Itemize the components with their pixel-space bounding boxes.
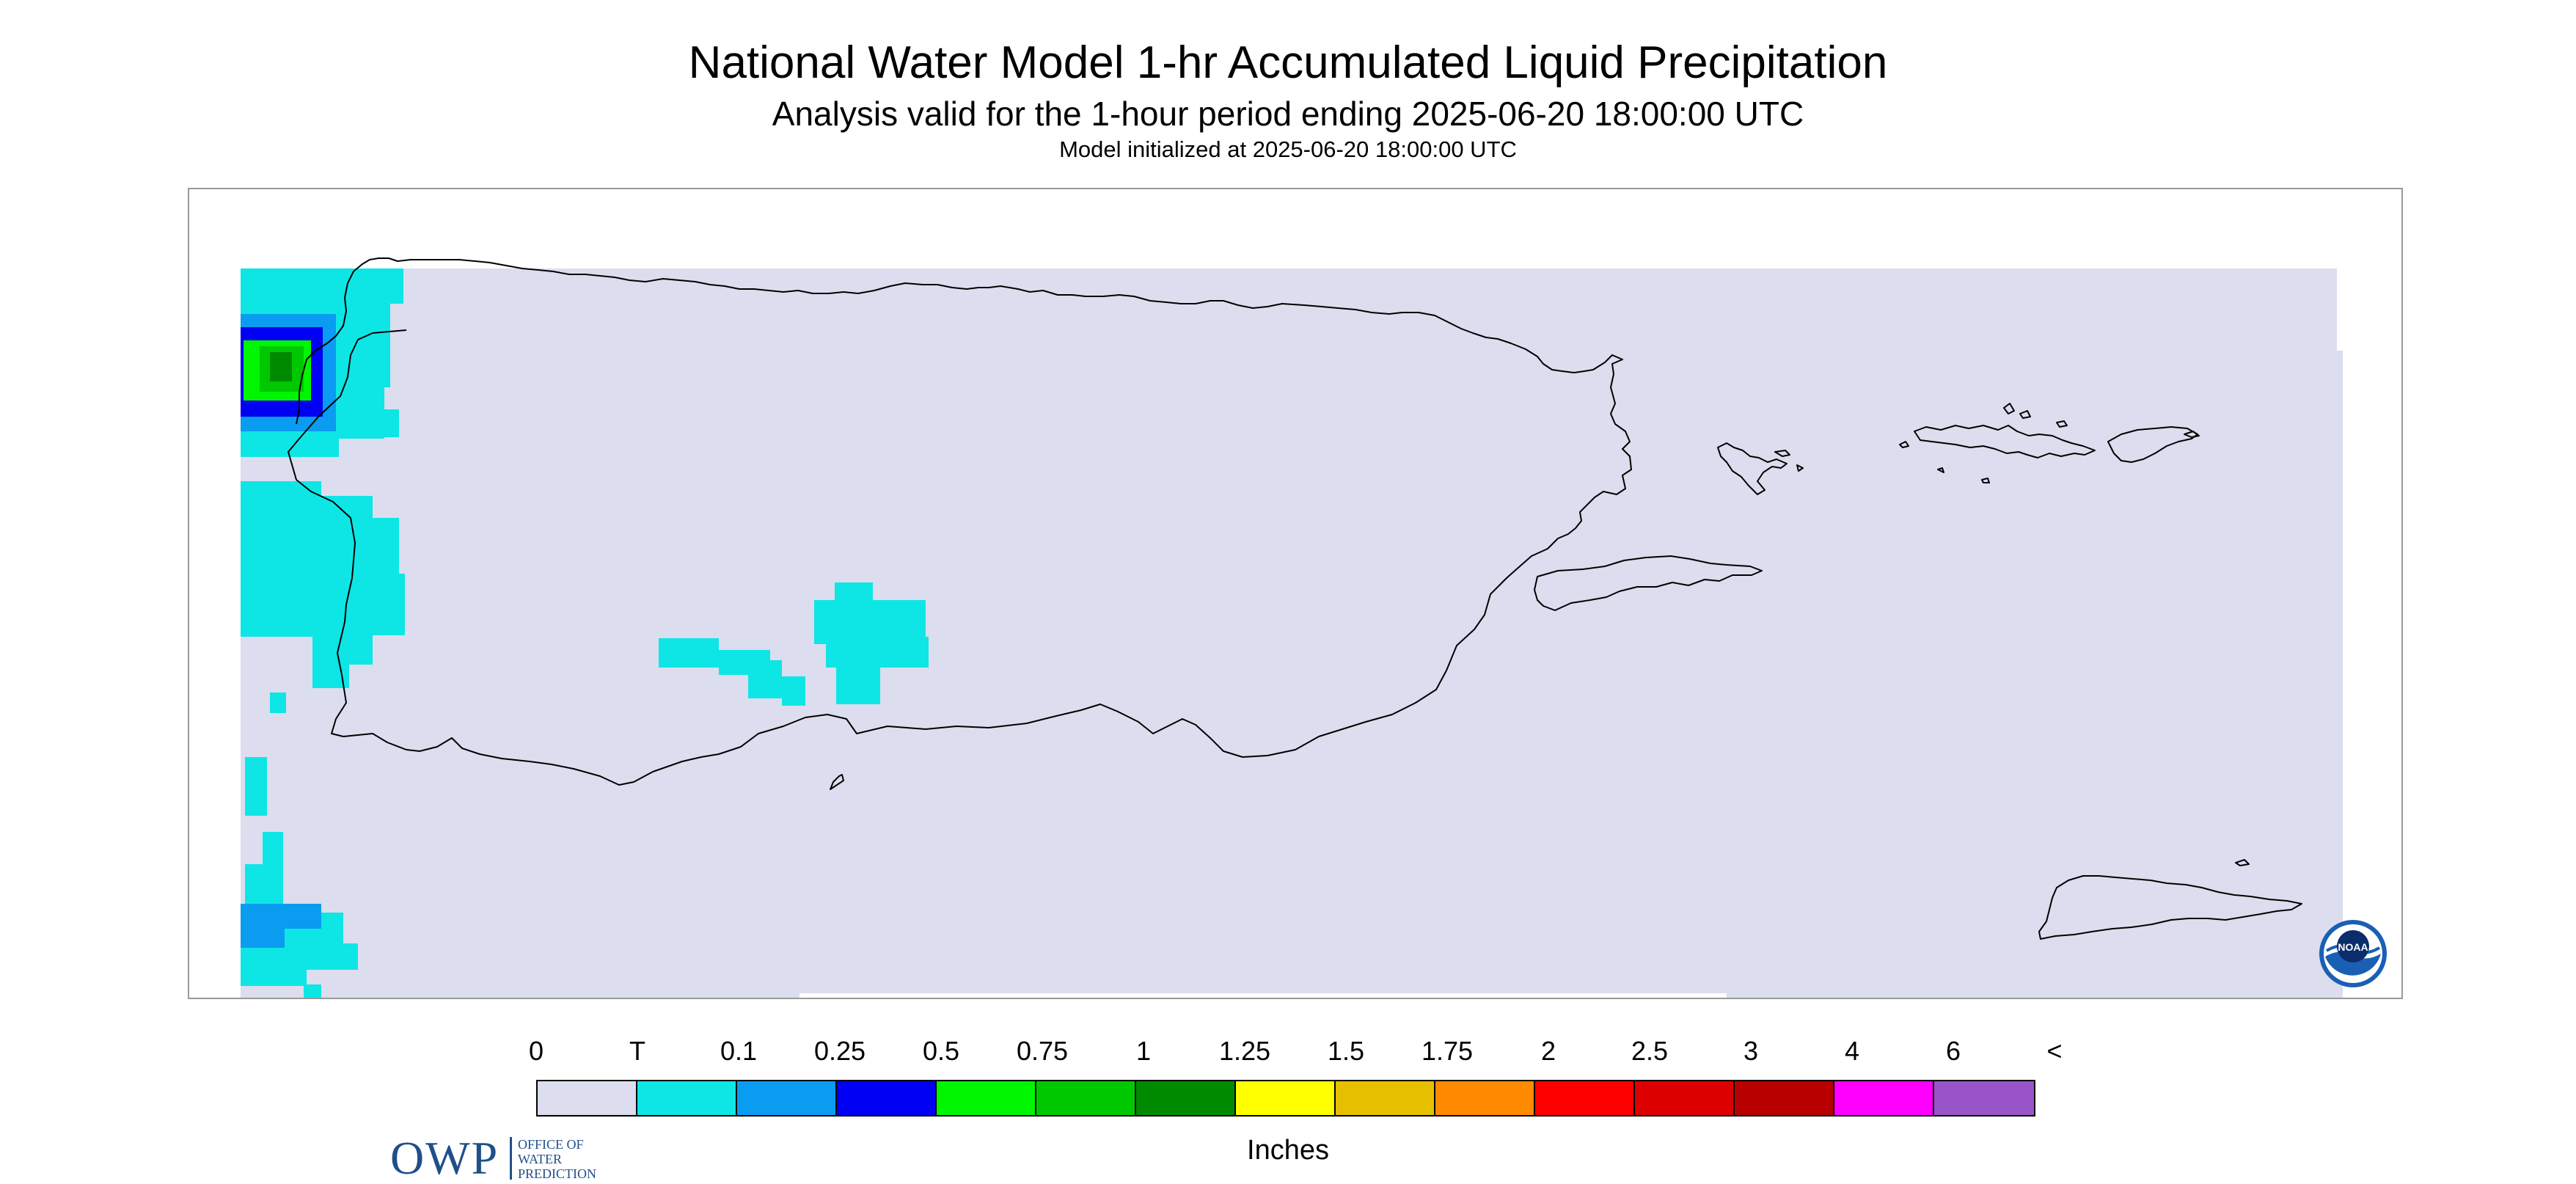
desecheo-island [830,774,844,790]
legend-label: 1.75 [1421,1036,1474,1066]
culebra-islet [1796,464,1804,472]
noaa-logo: NOAA [2319,920,2387,987]
buck-island [2235,859,2250,866]
small-cays [1899,431,2200,483]
owp-logo-divider [510,1137,512,1180]
tortola-islets [2003,403,2068,428]
legend-label: < [2046,1036,2063,1066]
legend-label: 1.25 [1218,1036,1271,1066]
vieques-island [1534,555,1763,611]
culebra-island [1717,442,1788,495]
precip-core-areas [270,352,292,381]
legend-label: 0.75 [1016,1036,1069,1066]
color-legend [536,1080,2035,1117]
owp-logo-word: OWP [390,1132,500,1184]
legend-swatch [1036,1081,1136,1115]
legend-label: 0.5 [922,1036,960,1066]
legend-label: T [629,1036,645,1066]
model-init-text: Model initialized at 2025-06-20 18:00:00… [1059,136,1517,162]
owp-logo-line-2: WATER [518,1152,562,1166]
legend-label: 1.5 [1327,1036,1365,1066]
map-frame: OWP OFFICE OF WATER PREDICTION [188,188,2403,1184]
culebrita-island [1774,450,1790,457]
owp-logo-line-1: OFFICE OF [518,1137,584,1152]
owp-logo-line-3: PREDICTION [518,1166,596,1181]
puerto-rico-coast [288,257,1632,786]
legend-label: 0.1 [720,1036,758,1066]
model-domain [241,268,2343,998]
legend-swatch [1136,1081,1236,1115]
legend-swatch [1435,1081,1535,1115]
noaa-logo-text: NOAA [2338,941,2368,953]
legend-swatch [1834,1081,1934,1115]
legend-swatch [937,1081,1036,1115]
map-subtitle: Analysis valid for the 1-hour period end… [772,95,1804,133]
legend-swatch [1735,1081,1834,1115]
legend-swatch [1535,1081,1635,1115]
legend-label: 2 [1540,1036,1556,1066]
legend-swatch [1336,1081,1435,1115]
legend-swatch [637,1081,737,1115]
st-john-island [2107,426,2198,463]
legend-labels: 0 T 0.1 0.25 0.5 0.75 1 1.25 1.5 1.75 2 2.5 3 4 6 < [0,1034,2576,1071]
legend-label: 0 [528,1036,544,1066]
legend-swatch [837,1081,937,1115]
legend-swatch [1934,1081,2034,1115]
legend-swatch [538,1081,637,1115]
legend-label: 2.5 [1631,1036,1669,1066]
legend-label: 3 [1743,1036,1759,1066]
legend-swatch [1635,1081,1735,1115]
st-thomas-island [1914,425,2096,458]
coastlines [288,257,2302,940]
legend-label: 0.25 [813,1036,866,1066]
legend-label: 4 [1844,1036,1860,1066]
legend-label: 6 [1945,1036,1961,1066]
precip-trace-areas [241,268,929,998]
map-title: National Water Model 1-hr Accumulated Li… [688,37,1888,88]
legend-swatch [1236,1081,1336,1115]
legend-swatch [737,1081,837,1115]
legend-label: 1 [1135,1036,1152,1066]
st-croix-island [2038,875,2302,940]
legend-units: Inches [1247,1135,1329,1166]
precipitation-map [241,257,2343,998]
